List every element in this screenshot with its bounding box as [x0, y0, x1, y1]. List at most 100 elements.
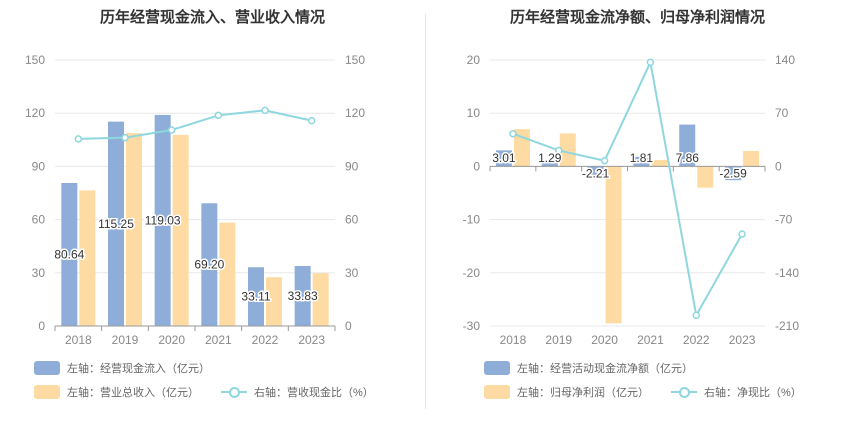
ratio-point	[555, 146, 563, 155]
x-tick-label: 2020	[158, 333, 185, 347]
bar-secondary	[559, 133, 576, 167]
bar-primary	[154, 114, 171, 326]
bar-primary	[248, 267, 264, 326]
bar-primary	[61, 182, 78, 326]
bar-primary	[108, 121, 124, 326]
y-right-tick-label: 90	[345, 159, 359, 173]
y-right-tick-label: 60	[345, 213, 359, 227]
legend-label: 左轴：营业总收入（亿元）	[67, 387, 199, 399]
y-left-tick-label: 30	[32, 266, 46, 280]
legend-item-cash-ratio[interactable]: 右轴：营收现金比（%）	[221, 384, 374, 400]
left-chart-title: 历年经营现金流入、营业收入情况	[99, 9, 325, 26]
legend-swatch-line	[221, 385, 247, 399]
y-left-tick-label: -30	[463, 319, 481, 333]
bar-secondary	[219, 222, 236, 326]
legend-label: 左轴：归母净利润（亿元）	[517, 387, 649, 399]
bar-primary	[294, 266, 311, 326]
bar-primary	[725, 166, 742, 181]
legend-swatch-blue	[34, 361, 60, 375]
y-right-tick-label: -70	[775, 213, 793, 227]
x-tick-label: 2022	[252, 333, 279, 347]
data-label: 1.29	[538, 151, 562, 165]
legend-item-cash-inflow[interactable]: 左轴：经营现金流入（亿元）	[34, 360, 210, 376]
bar-secondary	[126, 133, 142, 326]
x-tick-label: 2018	[65, 333, 92, 347]
data-label: 115.25	[98, 217, 134, 231]
y-left-tick-label: 20	[467, 53, 481, 67]
bar-secondary	[697, 166, 714, 188]
x-tick-label: 2020	[591, 333, 618, 347]
ratio-point	[167, 126, 176, 134]
legend-swatch-orange	[484, 385, 510, 399]
data-label: 33.11	[241, 290, 270, 304]
y-left-tick-label: -20	[463, 266, 481, 280]
right-chart-svg: -30 -20 -10 0 10 20 -210 -140 -70 0 70 140 2018 2019 2…	[463, 53, 800, 347]
bar-secondary	[312, 273, 329, 326]
data-label: 119.03	[145, 213, 181, 227]
data-label: 7.86	[676, 151, 700, 165]
x-tick-label: 2019	[545, 333, 572, 347]
bar-primary	[633, 156, 650, 167]
ratio-point	[261, 106, 269, 115]
legend-swatch-blue	[484, 361, 510, 375]
legend-item-revenue[interactable]: 左轴：营业总收入（亿元）	[34, 384, 199, 400]
y-right-tick-label: 120	[345, 106, 365, 120]
y-right-tick-label: -210	[775, 319, 799, 333]
right-chart-panel: 历年经营现金流净额、归母净利润情况 -30 -20 -10 0 10 20 -210 -140…	[425, 0, 850, 437]
bar-primary	[587, 166, 604, 179]
ratio-point	[74, 135, 83, 143]
data-label: 80.64	[54, 247, 84, 261]
y-right-tick-label: 0	[775, 159, 782, 173]
legend-item-net-profit[interactable]: 左轴：归母净利润（亿元）	[484, 384, 649, 400]
bar-secondary	[172, 134, 189, 326]
legend-label: 左轴：经营现金流入（亿元）	[67, 363, 210, 375]
y-right-tick-label: -140	[775, 266, 799, 280]
y-left-tick-label: 0	[38, 319, 45, 333]
data-label: 69.20	[194, 258, 224, 272]
y-right-tick-label: 150	[345, 53, 365, 67]
y-right-tick-label: 140	[775, 53, 795, 67]
y-left-tick-label: 0	[473, 159, 480, 173]
bar-secondary	[266, 277, 282, 326]
y-right-tick-label: 70	[775, 106, 789, 120]
data-label: -2.59	[719, 166, 747, 180]
x-tick-label: 2023	[729, 333, 756, 347]
right-chart-title: 历年经营现金流净额、归母净利润情况	[509, 9, 765, 26]
bar-secondary	[605, 166, 622, 324]
data-label: 3.01	[492, 151, 516, 165]
legend-item-net-cash-ratio[interactable]: 右轴：净现比（%）	[671, 384, 802, 400]
left-chart-svg: 0 30 60 90 120 150 0 30 60 90 120 150 2018 2019 2020 20…	[25, 53, 365, 347]
ratio-point	[509, 129, 517, 138]
ratio-point	[646, 58, 655, 67]
ratio-point	[738, 230, 746, 238]
y-right-tick-label: 30	[345, 266, 359, 280]
y-right-tick-label: 0	[345, 319, 352, 333]
x-tick-label: 2021	[205, 333, 232, 347]
x-tick-label: 2022	[683, 333, 710, 347]
y-left-tick-label: 90	[32, 159, 46, 173]
ratio-line	[512, 59, 743, 319]
y-left-tick-label: 150	[25, 53, 45, 67]
bar-secondary	[651, 160, 668, 167]
ratio-point	[692, 311, 700, 320]
y-left-tick-label: -10	[463, 213, 481, 227]
x-tick-label: 2019	[112, 333, 139, 347]
left-chart-panel: 历年经营现金流入、营业收入情况 0 30 60 90 120 150 0 30 60 90 120 1…	[25, 9, 374, 400]
bar-secondary	[743, 150, 760, 167]
legend-item-net-cash-flow[interactable]: 左轴：经营活动现金流净额（亿元）	[484, 360, 693, 376]
bar-secondary	[79, 190, 96, 326]
ratio-point	[121, 133, 129, 142]
bar-primary	[201, 203, 218, 326]
legend-swatch-line	[671, 385, 697, 399]
data-label: 33.83	[288, 289, 318, 303]
ratio-point	[307, 116, 316, 125]
panel-divider	[425, 14, 426, 409]
bar-primary	[495, 150, 512, 167]
ratio-line	[78, 109, 312, 140]
legend-label: 右轴：净现比（%）	[704, 387, 802, 399]
y-left-tick-label: 60	[32, 213, 46, 227]
x-tick-label: 2021	[637, 333, 664, 347]
bar-primary	[541, 159, 558, 167]
x-tick-label: 2023	[298, 333, 325, 347]
y-left-tick-label: 10	[467, 106, 481, 120]
